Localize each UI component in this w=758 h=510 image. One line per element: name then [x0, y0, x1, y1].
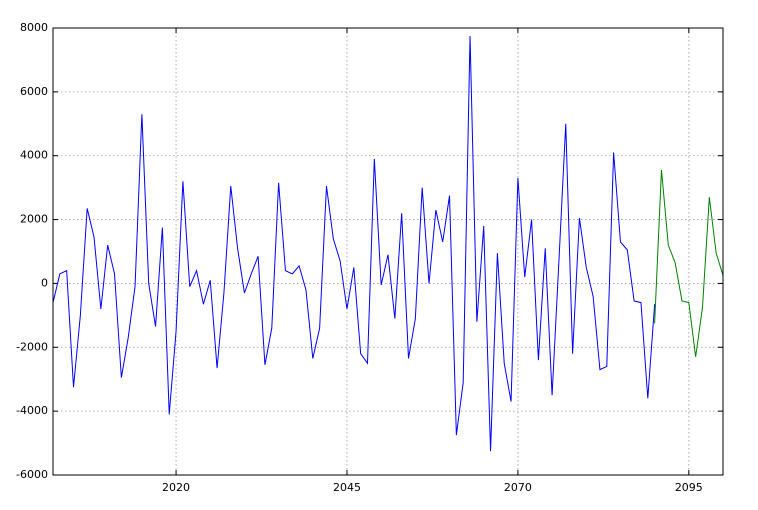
y-tick-label: 2000 — [20, 213, 48, 226]
x-tick-label: 2045 — [333, 481, 361, 494]
y-tick-label: 0 — [41, 276, 48, 289]
x-tick-label: 2070 — [504, 481, 532, 494]
x-tick-label: 2095 — [675, 481, 703, 494]
series-line — [654, 170, 724, 357]
y-tick-label: -6000 — [16, 468, 48, 481]
plot-frame — [52, 27, 724, 476]
y-tick-label: -2000 — [16, 340, 48, 353]
y-tick-label: 4000 — [20, 149, 48, 162]
series-line — [52, 35, 656, 452]
y-tick-label: 6000 — [20, 85, 48, 98]
y-tick-label: -4000 — [16, 404, 48, 417]
y-tick-label: 8000 — [20, 21, 48, 34]
x-tick-label: 2020 — [162, 481, 190, 494]
